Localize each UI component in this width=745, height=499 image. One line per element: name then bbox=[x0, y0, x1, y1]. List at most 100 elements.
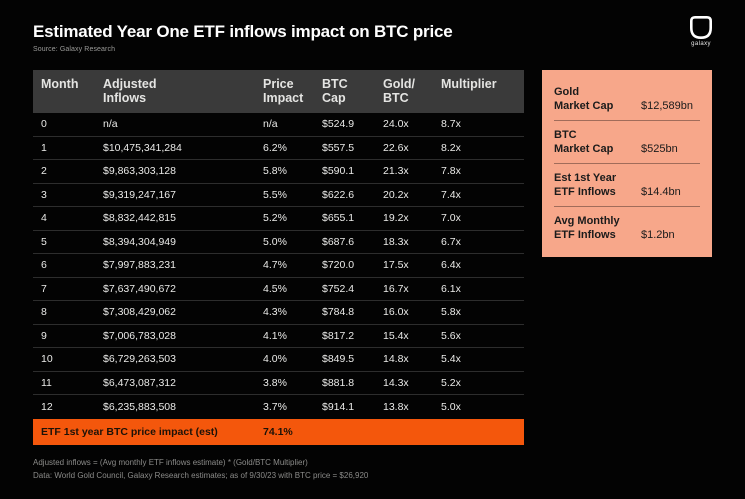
cell-month: 7 bbox=[41, 282, 47, 295]
source-caption: Source: Galaxy Research bbox=[33, 46, 116, 53]
cell-btc-cap: $752.4 bbox=[322, 282, 355, 295]
cell-multiplier: 8.2x bbox=[441, 141, 461, 154]
col-header-multiplier: Multiplier bbox=[441, 77, 497, 91]
cell-gold-btc: 18.3x bbox=[383, 235, 409, 248]
table-row: 8 $7,308,429,062 4.3% $784.8 16.0x 5.8x bbox=[33, 301, 524, 325]
cell-gold-btc: 13.8x bbox=[383, 400, 409, 413]
cell-adjusted-inflows: $7,308,429,062 bbox=[103, 306, 176, 319]
col-header-btc-cap: BTC Cap bbox=[322, 77, 348, 105]
cell-btc-cap: $524.9 bbox=[322, 118, 355, 131]
cell-adjusted-inflows: $6,473,087,312 bbox=[103, 376, 176, 389]
cell-gold-btc: 24.0x bbox=[383, 118, 409, 131]
cell-month: 8 bbox=[41, 306, 47, 319]
total-row-label: ETF 1st year BTC price impact (est) bbox=[41, 425, 218, 438]
page-title: Estimated Year One ETF inflows impact on… bbox=[33, 22, 453, 41]
cell-price-impact: 4.0% bbox=[263, 353, 287, 366]
table-row: 3 $9,319,247,167 5.5% $622.6 20.2x 7.4x bbox=[33, 184, 524, 207]
cell-multiplier: 7.0x bbox=[441, 212, 461, 225]
total-row: ETF 1st year BTC price impact (est) 74.1… bbox=[33, 418, 524, 445]
stat-value: $14.4bn bbox=[641, 186, 681, 198]
cell-adjusted-inflows: $6,235,883,508 bbox=[103, 400, 176, 413]
cell-gold-btc: 15.4x bbox=[383, 329, 409, 342]
cell-price-impact: 3.7% bbox=[263, 400, 287, 413]
cell-month: 5 bbox=[41, 235, 47, 248]
cell-gold-btc: 14.8x bbox=[383, 353, 409, 366]
cell-month: 6 bbox=[41, 259, 47, 272]
cell-multiplier: 6.1x bbox=[441, 282, 461, 295]
cell-adjusted-inflows: $6,729,263,503 bbox=[103, 353, 176, 366]
cell-gold-btc: 14.3x bbox=[383, 376, 409, 389]
cell-gold-btc: 16.0x bbox=[383, 306, 409, 319]
table-header-row: Month Adjusted Inflows Price Impact BTC … bbox=[33, 70, 524, 113]
stats-card: Gold Market Cap $12,589bn BTC Market Cap… bbox=[542, 70, 712, 257]
cell-btc-cap: $655.1 bbox=[322, 212, 355, 225]
cell-price-impact: 4.3% bbox=[263, 306, 287, 319]
cell-price-impact: 4.7% bbox=[263, 259, 287, 272]
cell-adjusted-inflows: $9,319,247,167 bbox=[103, 188, 176, 201]
cell-btc-cap: $849.5 bbox=[322, 353, 355, 366]
cell-adjusted-inflows: $7,006,783,028 bbox=[103, 329, 176, 342]
col-header-month: Month bbox=[41, 77, 79, 91]
cell-btc-cap: $914.1 bbox=[322, 400, 355, 413]
table-row: 6 $7,997,883,231 4.7% $720.0 17.5x 6.4x bbox=[33, 254, 524, 278]
table-row: 11 $6,473,087,312 3.8% $881.8 14.3x 5.2x bbox=[33, 372, 524, 395]
cell-btc-cap: $622.6 bbox=[322, 188, 355, 201]
table-row: 9 $7,006,783,028 4.1% $817.2 15.4x 5.6x bbox=[33, 325, 524, 348]
cell-multiplier: 5.0x bbox=[441, 400, 461, 413]
cell-month: 10 bbox=[41, 353, 53, 366]
galaxy-helmet-icon bbox=[690, 16, 712, 39]
stat-label: Gold Market Cap bbox=[554, 86, 614, 112]
col-header-price-impact: Price Impact bbox=[263, 77, 304, 105]
etf-impact-table: Month Adjusted Inflows Price Impact BTC … bbox=[33, 70, 524, 445]
stat-item: Avg Monthly ETF Inflows $1.2bn bbox=[554, 206, 700, 249]
cell-multiplier: 8.7x bbox=[441, 118, 461, 131]
cell-multiplier: 5.8x bbox=[441, 306, 461, 319]
cell-btc-cap: $720.0 bbox=[322, 259, 355, 272]
cell-month: 9 bbox=[41, 329, 47, 342]
cell-month: 4 bbox=[41, 212, 47, 225]
cell-price-impact: 5.5% bbox=[263, 188, 287, 201]
cell-month: 1 bbox=[41, 141, 47, 154]
cell-price-impact: n/a bbox=[263, 118, 278, 131]
cell-gold-btc: 17.5x bbox=[383, 259, 409, 272]
stat-value: $12,589bn bbox=[641, 100, 693, 112]
cell-adjusted-inflows: $8,394,304,949 bbox=[103, 235, 176, 248]
table-row: 4 $8,832,442,815 5.2% $655.1 19.2x 7.0x bbox=[33, 207, 524, 231]
stat-item: BTC Market Cap $525bn bbox=[554, 120, 700, 163]
cell-price-impact: 4.5% bbox=[263, 282, 287, 295]
table-body: 0 n/a n/a $524.9 24.0x 8.7x 1 $10,475,34… bbox=[33, 113, 524, 419]
cell-btc-cap: $557.5 bbox=[322, 141, 355, 154]
col-header-adjusted-inflows: Adjusted Inflows bbox=[103, 77, 157, 105]
cell-multiplier: 7.8x bbox=[441, 165, 461, 178]
cell-gold-btc: 20.2x bbox=[383, 188, 409, 201]
cell-adjusted-inflows: $9,863,303,128 bbox=[103, 165, 176, 178]
cell-multiplier: 5.2x bbox=[441, 376, 461, 389]
stat-label: BTC Market Cap bbox=[554, 129, 614, 155]
stat-label: Est 1st Year ETF Inflows bbox=[554, 172, 617, 198]
galaxy-logo: galaxy bbox=[683, 16, 719, 47]
cell-gold-btc: 16.7x bbox=[383, 282, 409, 295]
total-row-value: 74.1% bbox=[263, 425, 293, 438]
galaxy-logo-label: galaxy bbox=[691, 41, 711, 47]
cell-btc-cap: $784.8 bbox=[322, 306, 355, 319]
footnote-formula: Adjusted inflows = (Avg monthly ETF infl… bbox=[33, 458, 308, 467]
col-header-gold-btc: Gold/ BTC bbox=[383, 77, 415, 105]
cell-gold-btc: 19.2x bbox=[383, 212, 409, 225]
footnote-data-source: Data: World Gold Council, Galaxy Researc… bbox=[33, 470, 369, 480]
cell-gold-btc: 21.3x bbox=[383, 165, 409, 178]
cell-adjusted-inflows: $7,637,490,672 bbox=[103, 282, 176, 295]
stat-value: $1.2bn bbox=[641, 229, 675, 241]
table-row: 12 $6,235,883,508 3.7% $914.1 13.8x 5.0x bbox=[33, 395, 524, 419]
cell-price-impact: 5.2% bbox=[263, 212, 287, 225]
cell-multiplier: 6.7x bbox=[441, 235, 461, 248]
cell-multiplier: 5.6x bbox=[441, 329, 461, 342]
cell-month: 11 bbox=[41, 376, 52, 389]
table-row: 10 $6,729,263,503 4.0% $849.5 14.8x 5.4x bbox=[33, 348, 524, 372]
cell-btc-cap: $687.6 bbox=[322, 235, 355, 248]
table-row: 0 n/a n/a $524.9 24.0x 8.7x bbox=[33, 113, 524, 137]
cell-adjusted-inflows: $7,997,883,231 bbox=[103, 259, 176, 272]
cell-month: 0 bbox=[41, 118, 47, 131]
cell-price-impact: 5.0% bbox=[263, 235, 287, 248]
stat-item: Gold Market Cap $12,589bn bbox=[554, 78, 700, 120]
